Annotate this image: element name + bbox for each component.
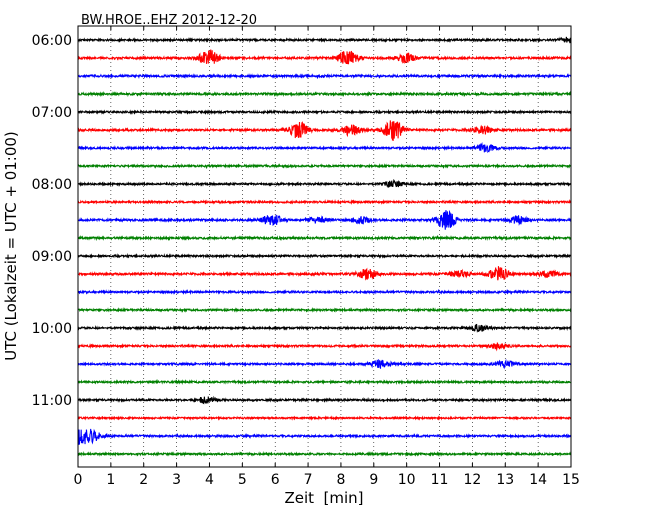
y-tick-label: 08:00 [32, 177, 72, 193]
chart-title: BW.HROE..EHZ 2012-12-20 [81, 13, 257, 28]
x-tick-label: 3 [172, 472, 181, 488]
y-axis-ticks: 06:00 07:00 08:00 09:00 10:00 11:00 [32, 33, 571, 409]
trace-line [77, 266, 572, 281]
trace-line [77, 234, 572, 242]
y-tick-label: 06:00 [32, 33, 72, 49]
trace-line [77, 252, 572, 259]
trace-line [77, 428, 572, 445]
y-tick-label: 11:00 [32, 393, 72, 409]
x-tick-label: 0 [74, 472, 83, 488]
trace-line [77, 451, 572, 457]
y-tick-label: 07:00 [32, 105, 72, 121]
trace-line [77, 289, 572, 295]
x-tick-label: 6 [271, 472, 280, 488]
trace-line [77, 415, 572, 421]
x-tick-label: 14 [529, 472, 547, 488]
x-tick-label: 10 [398, 472, 416, 488]
x-tick-label: 1 [106, 472, 115, 488]
trace-line [77, 323, 572, 333]
trace-line [77, 378, 572, 386]
trace-line [77, 36, 572, 44]
x-tick-label: 7 [304, 472, 313, 488]
trace-line [77, 49, 572, 65]
x-tick-label: 2 [139, 472, 148, 488]
x-tick-label: 15 [562, 472, 580, 488]
trace-line [77, 163, 572, 169]
trace-line [77, 73, 572, 80]
trace-line [77, 198, 572, 205]
y-tick-label: 10:00 [32, 321, 72, 337]
trace-line [77, 90, 572, 98]
x-tick-label: 11 [431, 472, 449, 488]
grid-lines [110, 26, 539, 467]
x-tick-label: 12 [463, 472, 481, 488]
trace-line [77, 178, 572, 188]
trace-line [77, 342, 572, 352]
trace-line [77, 307, 572, 313]
x-axis-label: Zeit [min] [284, 489, 363, 507]
x-tick-label: 8 [336, 472, 345, 488]
plot-frame [77, 25, 572, 468]
x-axis-ticks: 0 1 2 3 4 5 6 7 8 9 10 11 12 13 14 15 [74, 26, 580, 488]
trace-line [77, 358, 572, 370]
x-tick-label: 5 [238, 472, 247, 488]
y-tick-label: 09:00 [32, 249, 72, 265]
y-axis-label: UTC (Lokalzeit = UTC + 01:00) [2, 131, 20, 361]
trace-line [77, 395, 572, 405]
x-tick-label: 13 [496, 472, 514, 488]
x-tick-label: 9 [369, 472, 378, 488]
trace-line [77, 209, 572, 230]
trace-line [77, 142, 572, 154]
x-tick-label: 4 [205, 472, 214, 488]
trace-line [77, 120, 572, 141]
seismic-traces [77, 36, 572, 457]
trace-line [77, 108, 572, 115]
